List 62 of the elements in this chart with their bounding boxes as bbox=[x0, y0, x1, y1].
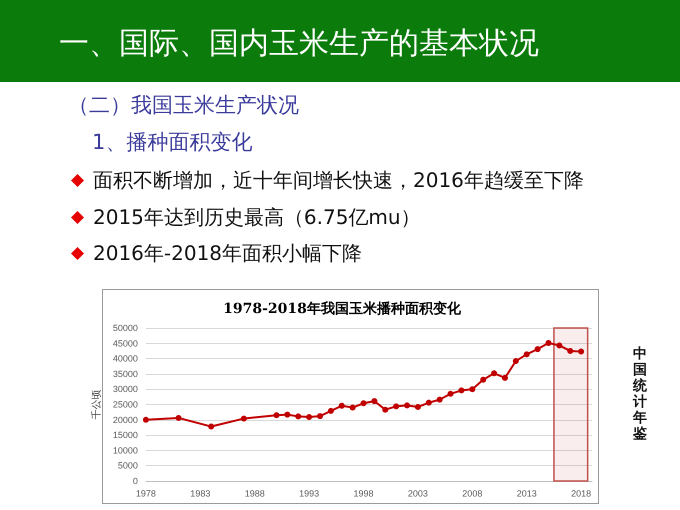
point bbox=[142, 416, 149, 423]
point bbox=[491, 370, 498, 376]
x-tick-label: 2008 bbox=[462, 488, 482, 498]
x-tick-label: 1998 bbox=[354, 488, 374, 498]
y-tick-label: 5000 bbox=[118, 460, 138, 471]
point bbox=[240, 416, 247, 422]
y-tick-label: 0 bbox=[132, 476, 138, 486]
point bbox=[328, 408, 334, 414]
y-tick-label: 25000 bbox=[112, 400, 138, 410]
point bbox=[350, 404, 356, 411]
y-tick-label: 35000 bbox=[112, 368, 138, 379]
point bbox=[436, 396, 443, 403]
text: 1、播种面积变化 bbox=[92, 130, 252, 156]
text: 一、国际、国内玉米生产的基本状况 bbox=[59, 26, 539, 62]
point bbox=[426, 400, 432, 406]
point bbox=[371, 398, 378, 404]
text: 中国统计年鉴 bbox=[633, 346, 647, 442]
point bbox=[284, 412, 290, 418]
point bbox=[414, 404, 421, 410]
text: 2016年-2018年面积小幅下降 bbox=[93, 241, 362, 265]
y-tick-label: 45000 bbox=[112, 338, 138, 348]
text: （二）我国玉米生产状况 bbox=[68, 93, 299, 119]
point bbox=[273, 412, 280, 418]
point bbox=[512, 358, 519, 364]
point bbox=[448, 390, 454, 397]
point bbox=[176, 414, 182, 421]
point bbox=[393, 403, 400, 410]
y-tick-label: 15000 bbox=[112, 430, 138, 440]
point bbox=[567, 348, 574, 354]
point bbox=[480, 376, 486, 383]
y-tick-label: 20000 bbox=[112, 414, 138, 425]
y-tick-label: 30000 bbox=[112, 384, 138, 394]
x-tick-label: 2013 bbox=[516, 488, 537, 498]
point bbox=[295, 413, 302, 420]
point bbox=[382, 406, 388, 413]
y-tick-label: 50000 bbox=[112, 323, 138, 333]
point bbox=[469, 386, 476, 392]
point bbox=[208, 424, 214, 430]
text: 面积不断增加，近十年间增长快速，2016年趋缓至下降 bbox=[93, 168, 584, 192]
x-tick-label: 1983 bbox=[190, 488, 210, 498]
point bbox=[338, 402, 345, 409]
x-tick-label: 2018 bbox=[571, 488, 592, 498]
y-axis-title: 千公顷 bbox=[90, 390, 102, 420]
x-tick-label: 1993 bbox=[299, 488, 320, 498]
point bbox=[502, 374, 508, 381]
point bbox=[458, 387, 464, 394]
x-tick-label: 1978 bbox=[136, 488, 156, 498]
text: 2015年达到历史最高（6.75亿mu） bbox=[93, 205, 421, 229]
point bbox=[360, 400, 367, 406]
point bbox=[404, 402, 410, 408]
point bbox=[578, 348, 584, 355]
y-tick-label: 40000 bbox=[112, 354, 138, 364]
point bbox=[545, 340, 552, 346]
point bbox=[306, 414, 312, 420]
point bbox=[556, 342, 562, 348]
y-tick-label: 10000 bbox=[112, 445, 138, 456]
point bbox=[317, 413, 324, 420]
point bbox=[524, 351, 530, 358]
x-tick-label: 2003 bbox=[408, 488, 428, 498]
chart-title: 1978-2018年我国玉米播种面积变化 bbox=[223, 300, 462, 317]
x-tick-label: 1988 bbox=[244, 488, 265, 498]
point bbox=[534, 346, 541, 352]
